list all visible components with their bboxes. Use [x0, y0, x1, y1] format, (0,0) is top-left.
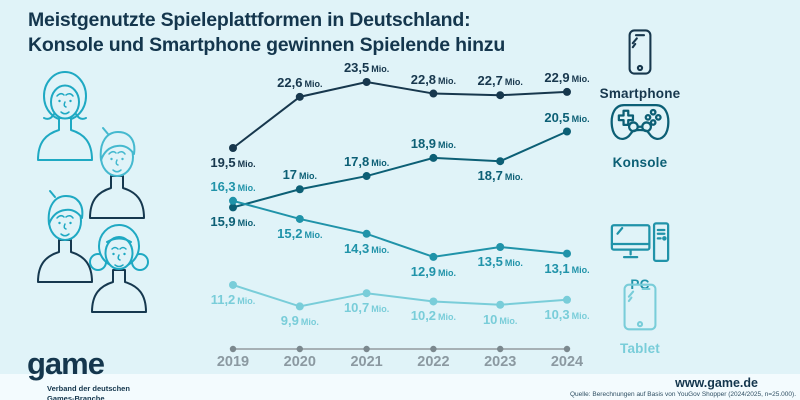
data-point: [295, 214, 304, 223]
data-label: 18,9 Mio.: [410, 135, 457, 151]
legend-label-smartphone: Smartphone: [599, 86, 681, 101]
person-illustration-2: [89, 127, 145, 219]
data-label: 13,5 Mio.: [477, 254, 523, 269]
legend-item-pc: PC: [585, 221, 695, 292]
data-point: [362, 229, 371, 238]
data-point: [496, 91, 505, 100]
data-point: [295, 302, 304, 311]
legend-item-tablet: Tablet: [585, 283, 695, 356]
data-label: 17 Mio.: [282, 167, 318, 183]
series-line-smartphone: [232, 80, 568, 149]
x-axis-dot: [363, 345, 370, 353]
data-point: [429, 297, 438, 306]
x-axis-tick-label: 2021: [350, 354, 382, 370]
data-label: 17,8 Mio.: [343, 154, 390, 170]
data-point: [362, 289, 371, 298]
person-illustration-3: [37, 190, 93, 283]
title-line-2: Konsole und Smartphone gewinnen Spielend…: [28, 33, 506, 56]
series-line-konsole: [232, 130, 568, 209]
tablet-icon: [623, 283, 657, 331]
x-axis-dot: [563, 345, 571, 353]
legend-label-konsole: Konsole: [612, 155, 668, 170]
chart-canvas: 2019 2020 2021 2022 2023 2024: [217, 78, 583, 370]
x-axis-tick-label: 2024: [551, 354, 583, 370]
line-chart: 2019 2020 2021 2022 2023 2024 19,5 Mio. 22,6 Mio…: [190, 60, 590, 380]
people-illustration: [37, 71, 149, 313]
x-axis-tick-label: 2019: [217, 354, 249, 370]
data-point: [496, 300, 505, 309]
data-label: 19,5 Mio.: [210, 155, 256, 170]
data-label: 9,9 Mio.: [280, 313, 319, 329]
data-point: [563, 127, 571, 136]
x-axis-tick-label: 2022: [417, 354, 449, 370]
data-label: 15,2 Mio.: [277, 225, 323, 241]
data-label: 10,2 Mio.: [410, 308, 457, 324]
x-axis-tick-label: 2023: [484, 354, 516, 370]
series-line-tablet: [232, 283, 568, 308]
data-label: 22,8 Mio.: [410, 71, 457, 87]
data-label: 11,2 Mio.: [210, 291, 256, 307]
page-title: Meistgenutzte Spieleplattformen in Deuts…: [28, 8, 505, 58]
footer-band: [0, 374, 800, 400]
data-label: 22,9 Mio.: [544, 69, 590, 85]
data-point: [563, 295, 571, 304]
title-line-1: Meistgenutzte Spieleplattformen in Deuts…: [28, 9, 471, 31]
data-point: [429, 153, 438, 162]
data-label: 23,5 Mio.: [343, 60, 390, 75]
data-point: [496, 243, 505, 251]
source-note: Quelle: Berechnungen auf Basis von YouGo…: [569, 391, 796, 398]
data-label: 10,7 Mio.: [343, 300, 390, 316]
data-label: 22,7 Mio.: [477, 73, 523, 89]
legend-item-smartphone: Smartphone: [585, 28, 695, 101]
data-label: 16,3 Mio.: [210, 178, 256, 194]
game-logo: game: [27, 346, 105, 381]
data-label: 15,9 Mio.: [210, 214, 256, 230]
legend-item-konsole: Konsole: [585, 101, 695, 170]
data-label: 10,3 Mio.: [544, 306, 590, 322]
legend-label-tablet: Tablet: [620, 341, 660, 356]
gamepad-icon: [610, 104, 670, 141]
data-label: 22,6 Mio.: [277, 74, 323, 90]
data-point: [295, 92, 304, 101]
x-axis-dot: [430, 345, 437, 353]
data-label: 13,1 Mio.: [544, 260, 590, 276]
data-label: 20,5 Mio.: [544, 109, 590, 125]
data-point: [229, 196, 237, 205]
data-point: [362, 172, 371, 181]
data-label: 12,9 Mio.: [410, 263, 457, 279]
data-point: [563, 249, 571, 258]
data-point: [295, 185, 304, 194]
data-label: 10 Mio.: [482, 311, 518, 327]
data-point: [429, 89, 438, 98]
series-line-pc: [232, 199, 568, 258]
smartphone-icon: [628, 29, 652, 75]
x-axis-tick-label: 2020: [284, 354, 316, 370]
data-point: [229, 144, 237, 152]
x-axis-dot: [497, 345, 504, 353]
x-axis-dot: [296, 345, 303, 353]
data-point: [496, 157, 505, 166]
data-label: 14,3 Mio.: [343, 240, 390, 256]
data-point: [229, 203, 237, 212]
data-point: [229, 280, 237, 289]
desktop-pc-icon: [610, 222, 670, 262]
x-axis-dot: [229, 345, 237, 353]
data-point: [429, 252, 438, 261]
website-link[interactable]: www.game.de: [675, 376, 758, 390]
data-point: [362, 78, 371, 86]
data-label: 18,7 Mio.: [477, 168, 523, 184]
person-illustration-4: [89, 224, 149, 313]
person-illustration-1: [37, 71, 93, 161]
data-point: [563, 87, 571, 96]
logo-subtitle: Verband der deutschen Games-Branche: [47, 384, 130, 400]
